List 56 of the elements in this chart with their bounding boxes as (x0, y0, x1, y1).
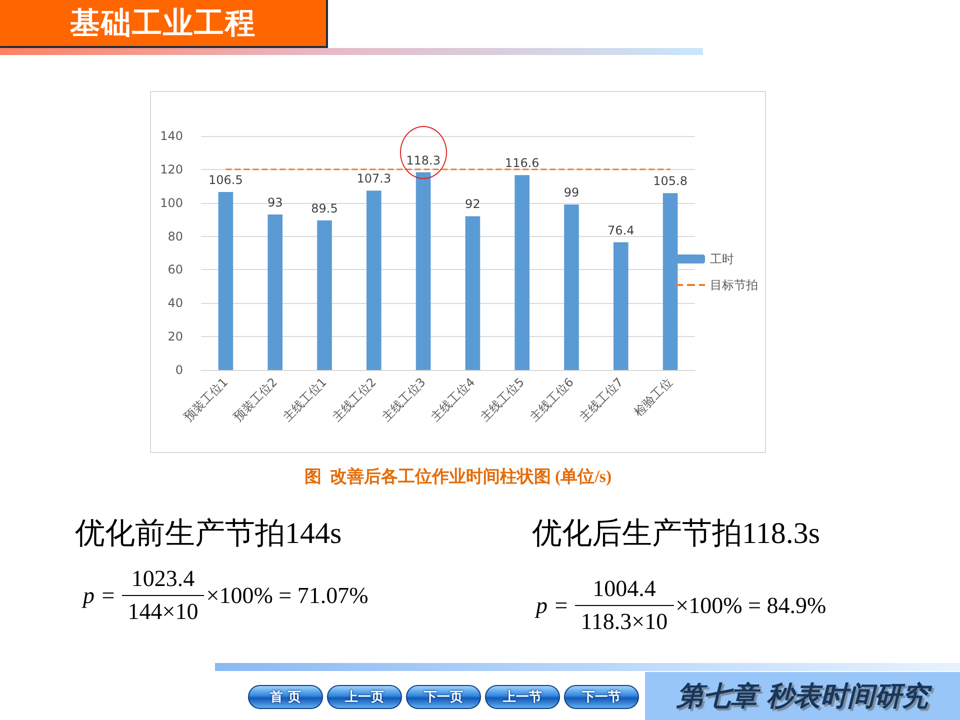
data-label: 76.4 (608, 223, 634, 238)
data-label: 106.5 (208, 172, 243, 187)
nav-button: 上一页 (327, 685, 402, 709)
nav-button: 上一节 (485, 685, 560, 709)
x-tick-label: 主线工位7 (576, 375, 626, 424)
legend-label: 目标节拍 (710, 278, 758, 292)
x-tick-label: 预装工位1 (181, 375, 231, 424)
y-tick-label: 0 (175, 363, 183, 377)
x-tick-label: 主线工位6 (527, 375, 576, 424)
bar (613, 242, 628, 370)
text: 优化后生产节拍118.3s (532, 516, 820, 552)
text: 118.3×10 (574, 605, 674, 635)
x-tick-label: 检验工位 (631, 375, 676, 419)
text: p = (536, 592, 569, 618)
bar (514, 175, 530, 370)
data-label: 89.5 (311, 201, 338, 216)
bar (416, 172, 431, 370)
bar (218, 192, 234, 370)
text: 图 改善后各工位作业时间柱状图 (单位/s) (304, 466, 612, 488)
y-tick-label: 120 (160, 162, 183, 176)
text: ×100% = 84.9% (676, 592, 826, 618)
data-label: 92 (465, 197, 480, 212)
data-label: 107.3 (356, 172, 392, 186)
nav-button: 下一页 (406, 685, 481, 709)
data-label: 105.8 (653, 174, 688, 188)
x-tick-label: 主线工位2 (330, 375, 379, 424)
data-label: 93 (267, 196, 283, 210)
y-tick-label: 100 (160, 196, 183, 210)
bar (268, 214, 283, 370)
nav-button: 下一节 (564, 685, 639, 709)
data-label: 99 (564, 186, 580, 200)
text: 优化前生产节拍144s (75, 516, 342, 552)
x-tick-label: 预装工位2 (230, 375, 280, 424)
nav-button: 首 页 (248, 685, 323, 709)
text: p = (83, 582, 116, 608)
x-tick-label: 主线工位5 (478, 375, 528, 424)
bar (564, 204, 579, 370)
text: 1023.4 (130, 566, 196, 593)
bar (366, 190, 382, 370)
y-tick-label: 80 (168, 229, 183, 244)
x-tick-label: 主线工位3 (379, 375, 428, 424)
chart-title: 基础工业工程 (70, 4, 256, 42)
data-label: 116.6 (504, 156, 540, 170)
data-label: 118.3 (406, 153, 440, 168)
bar (317, 220, 332, 370)
text: ×100% = 71.07% (206, 582, 368, 608)
bar (465, 216, 480, 370)
legend-label: 工时 (710, 252, 734, 266)
text: 144×10 (122, 595, 204, 625)
text: 1004.4 (592, 576, 657, 603)
y-tick-label: 60 (168, 262, 183, 277)
y-tick-label: 20 (168, 330, 183, 344)
x-tick-label: 主线工位4 (428, 375, 478, 424)
y-tick-label: 140 (160, 129, 183, 143)
x-tick-label: 主线工位1 (280, 375, 330, 424)
y-tick-label: 40 (168, 296, 183, 310)
